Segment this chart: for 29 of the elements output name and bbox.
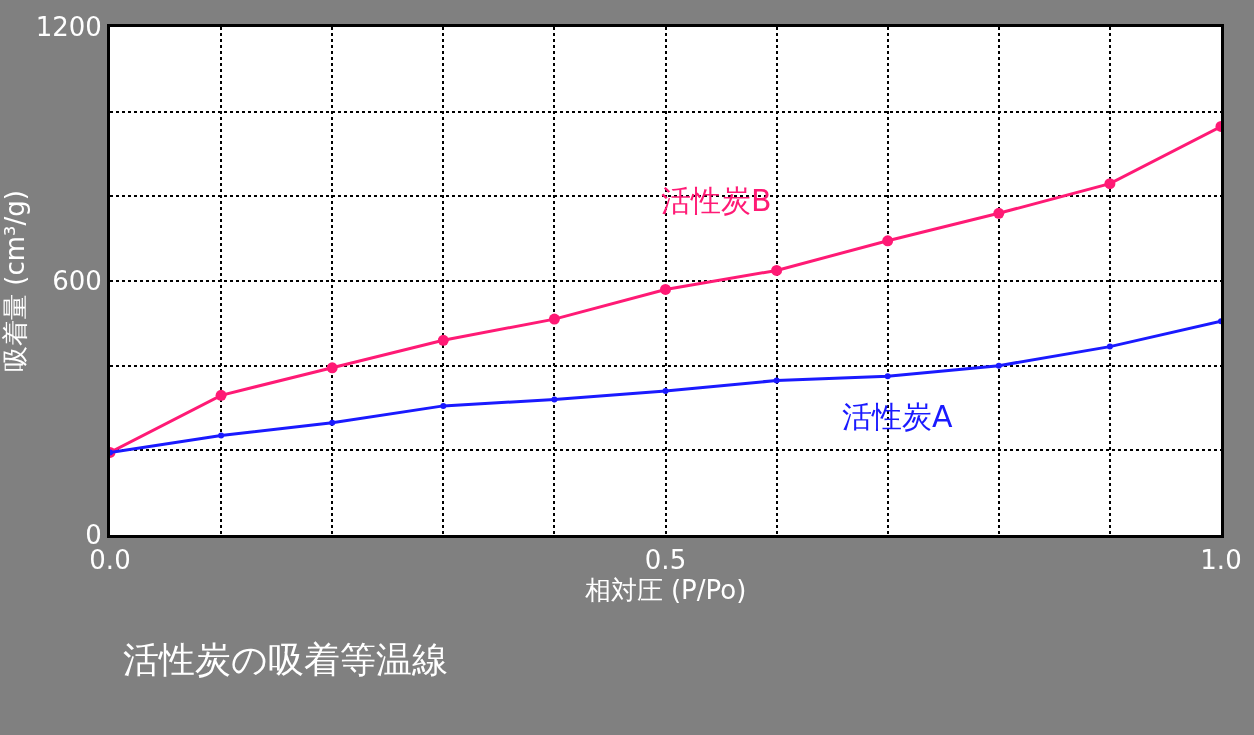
- y-axis-title: 吸着量 (cm³/g): [0, 190, 31, 372]
- point: [882, 235, 894, 247]
- point: [215, 389, 227, 401]
- text: 活性炭の吸着等温線: [123, 639, 448, 680]
- line-series: [110, 318, 1221, 456]
- point: [993, 207, 1005, 219]
- point: [662, 388, 669, 395]
- series-label: 活性炭B: [661, 183, 772, 218]
- x-axis-title: 相対圧 (P/Po): [584, 575, 747, 606]
- point: [326, 362, 338, 374]
- x-tick-label: 0.0: [89, 545, 131, 576]
- point: [771, 264, 783, 276]
- series-label: 活性炭A: [842, 399, 953, 434]
- point: [1106, 343, 1113, 350]
- point: [329, 419, 336, 426]
- point: [440, 402, 447, 409]
- y-tick-label: 1200: [35, 12, 102, 43]
- point: [884, 373, 891, 380]
- point: [995, 362, 1002, 369]
- x-tick-label: 0.5: [644, 545, 687, 576]
- x-tick-label: 1.0: [1200, 545, 1242, 576]
- point: [660, 283, 671, 295]
- point: [1104, 178, 1116, 190]
- point: [551, 396, 558, 403]
- point: [548, 313, 560, 325]
- point: [437, 334, 449, 346]
- point: [773, 377, 780, 384]
- point: [218, 432, 225, 439]
- y-tick-label: 600: [52, 266, 102, 297]
